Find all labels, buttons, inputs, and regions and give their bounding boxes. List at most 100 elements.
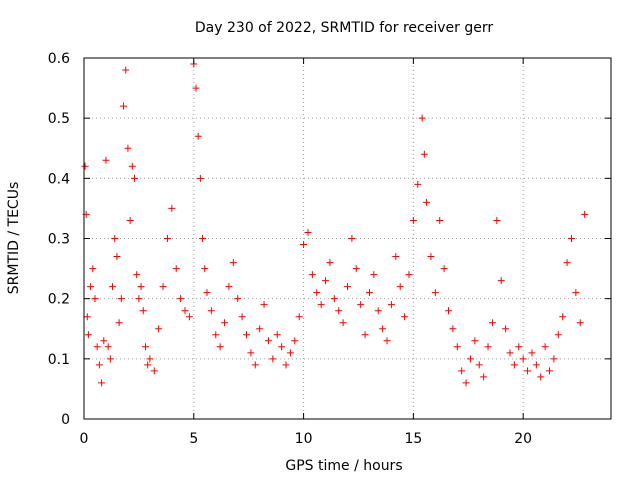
data-point xyxy=(510,361,518,369)
y-tick-label: 0.5 xyxy=(48,111,70,127)
data-point xyxy=(150,367,158,375)
data-point xyxy=(497,277,505,285)
data-point xyxy=(418,114,426,122)
data-point xyxy=(216,343,224,351)
data-point xyxy=(506,349,514,357)
data-point xyxy=(181,307,189,315)
data-point xyxy=(168,204,176,212)
data-point xyxy=(111,235,119,242)
data-point xyxy=(431,289,439,297)
data-point xyxy=(524,367,532,375)
data-point xyxy=(278,343,286,351)
data-point xyxy=(247,349,255,357)
data-point xyxy=(201,265,209,273)
data-point xyxy=(576,319,584,327)
data-point xyxy=(104,343,112,351)
data-point xyxy=(462,379,470,387)
data-point xyxy=(365,289,373,297)
data-point xyxy=(335,307,343,315)
data-point xyxy=(87,283,95,291)
grid-lines xyxy=(84,58,611,419)
y-tick-label: 0.4 xyxy=(48,171,70,187)
data-point xyxy=(133,271,141,279)
data-point xyxy=(541,343,549,351)
data-point xyxy=(83,313,91,321)
data-point xyxy=(546,367,554,375)
data-point xyxy=(128,162,136,170)
data-point xyxy=(396,283,404,291)
plot-frame xyxy=(83,57,612,420)
data-point xyxy=(352,265,360,273)
data-point xyxy=(532,361,540,369)
data-point xyxy=(229,259,237,267)
data-point xyxy=(84,331,92,339)
data-point xyxy=(348,235,356,242)
data-point xyxy=(387,301,395,309)
data-point xyxy=(440,265,448,273)
x-axis-label: GPS time / hours xyxy=(285,458,402,474)
data-point xyxy=(409,216,417,224)
data-point xyxy=(212,331,220,339)
data-point xyxy=(304,228,312,236)
data-point xyxy=(199,235,207,242)
x-tick-label: 0 xyxy=(80,431,89,447)
data-point xyxy=(436,216,444,224)
data-point xyxy=(95,361,103,369)
data-point xyxy=(102,156,110,164)
data-point xyxy=(374,307,382,315)
data-point xyxy=(370,271,378,279)
data-point xyxy=(322,277,330,285)
data-point xyxy=(155,325,163,333)
data-point xyxy=(392,253,400,261)
data-point xyxy=(466,355,474,363)
data-point xyxy=(135,295,143,303)
data-point xyxy=(106,355,114,363)
data-point xyxy=(357,301,365,309)
data-point xyxy=(137,283,145,291)
y-tick-label: 0.6 xyxy=(48,51,70,67)
data-point xyxy=(317,301,325,309)
data-point xyxy=(93,343,101,351)
data-point xyxy=(234,295,242,303)
data-point xyxy=(405,271,413,279)
data-point xyxy=(120,102,128,110)
data-point xyxy=(449,325,457,333)
data-points xyxy=(81,60,589,387)
data-point xyxy=(567,235,575,242)
data-point xyxy=(109,283,117,291)
data-point xyxy=(282,361,290,369)
data-point xyxy=(572,289,580,297)
data-point xyxy=(383,337,391,345)
data-point xyxy=(203,289,211,297)
data-point xyxy=(256,325,264,333)
data-point xyxy=(269,355,277,363)
data-point xyxy=(480,373,488,381)
data-point xyxy=(163,235,171,242)
data-point xyxy=(91,295,99,303)
data-point xyxy=(295,313,303,321)
data-point xyxy=(308,271,316,279)
data-point xyxy=(330,295,338,303)
axis-ticks: 0 0.1 0.2 0.3 0.4 0.5 0.6 0 5 10 15 20 xyxy=(48,51,611,447)
data-point xyxy=(291,337,299,345)
x-tick-label: 20 xyxy=(514,431,532,447)
data-point xyxy=(139,307,147,315)
data-point xyxy=(401,313,409,321)
data-point xyxy=(361,331,369,339)
x-tick-label: 15 xyxy=(404,431,422,447)
data-point xyxy=(122,66,130,74)
data-point xyxy=(146,355,154,363)
x-tick-label: 5 xyxy=(189,431,198,447)
data-point xyxy=(115,319,123,327)
data-point xyxy=(344,283,351,291)
data-point xyxy=(196,174,204,182)
data-point xyxy=(100,337,108,345)
data-point xyxy=(177,295,185,303)
data-point xyxy=(420,150,428,158)
data-point xyxy=(554,331,562,339)
data-point xyxy=(89,265,97,273)
data-point xyxy=(207,307,215,315)
data-point xyxy=(458,367,466,375)
